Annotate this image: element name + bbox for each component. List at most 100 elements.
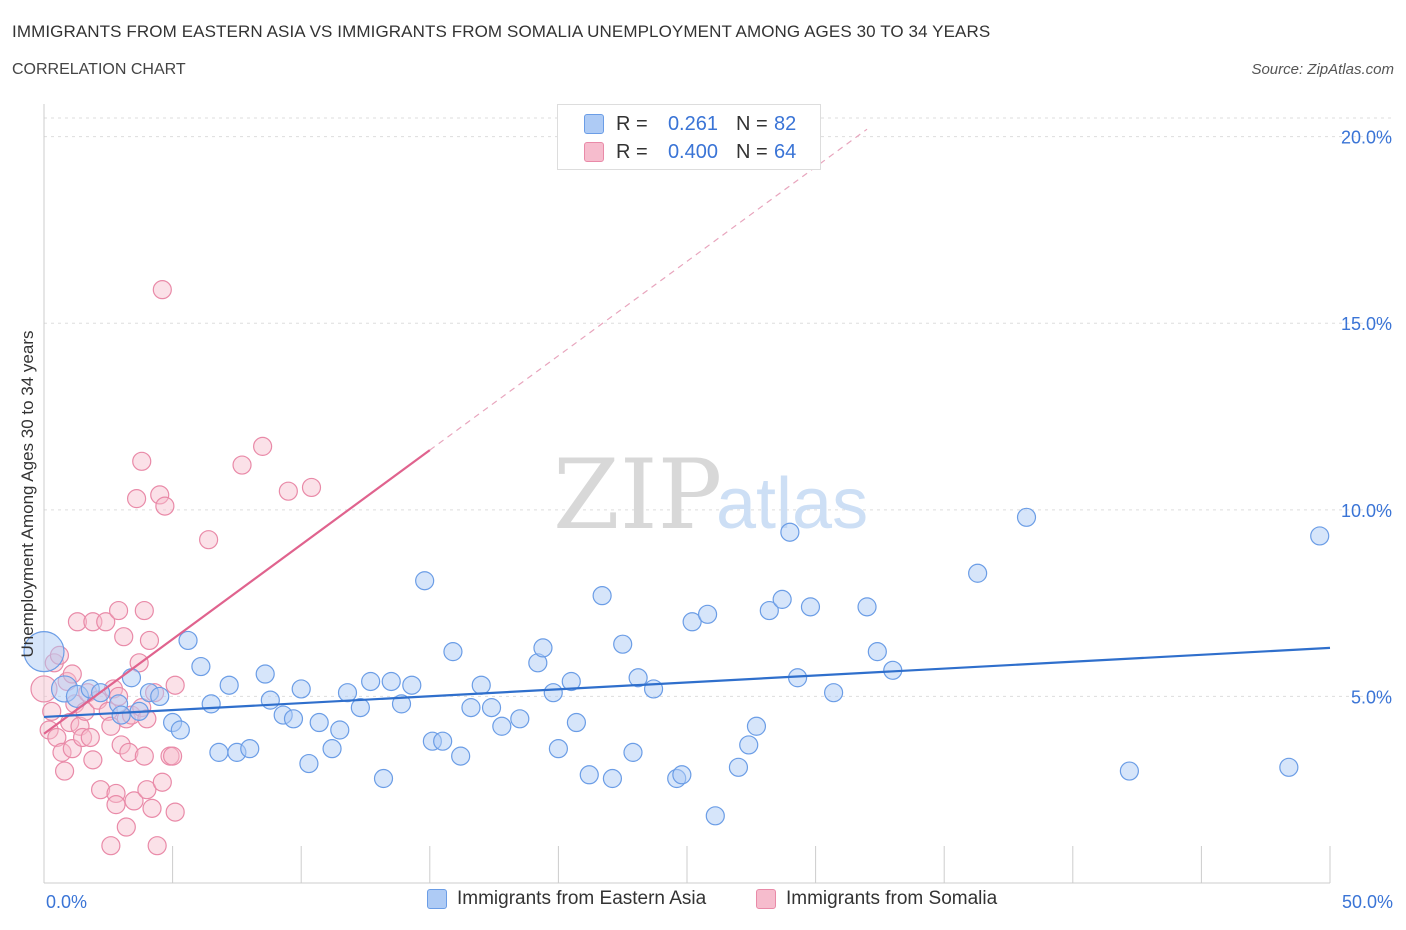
data-point-eastern-asia xyxy=(643,679,664,699)
watermark: ZIP atlas xyxy=(553,439,868,551)
data-point-eastern-asia xyxy=(1016,507,1037,527)
data-point-eastern-asia xyxy=(561,671,581,692)
data-point-eastern-asia xyxy=(170,720,190,740)
data-point-somalia xyxy=(111,735,131,755)
data-point-eastern-asia xyxy=(492,716,512,736)
y-axis-label: Unemployment Among Ages 30 to 34 years xyxy=(18,331,37,658)
tick-labels: 5.0% 10.0% 15.0% 20.0% 0.0% 50.0% xyxy=(46,128,1393,912)
data-point-eastern-asia xyxy=(178,630,198,651)
data-point-somalia xyxy=(278,481,298,501)
data-point-somalia xyxy=(47,727,67,748)
data-point-somalia xyxy=(165,802,185,822)
data-point-somalia xyxy=(119,742,139,762)
bottom-legend-label: Immigrants from Somalia xyxy=(786,888,998,909)
data-point-eastern-asia xyxy=(415,571,435,591)
legend-r-value: 0.261 xyxy=(667,112,718,135)
data-point-eastern-asia xyxy=(728,757,749,777)
data-point-eastern-asia xyxy=(543,683,563,703)
chart-subtitle: CORRELATION CHART xyxy=(12,61,186,78)
data-point-eastern-asia xyxy=(121,668,142,688)
x-tick-label: 0.0% xyxy=(46,892,87,912)
data-point-somalia xyxy=(163,746,183,766)
x-tick-label: 50.0% xyxy=(1342,892,1393,912)
trend-line-somalia-extension xyxy=(429,128,868,451)
data-point-eastern-asia xyxy=(260,690,280,710)
data-point-eastern-asia xyxy=(481,698,502,718)
data-point-somalia xyxy=(54,761,75,781)
data-point-eastern-asia xyxy=(391,694,412,714)
data-point-eastern-asia xyxy=(23,631,65,673)
data-point-somalia xyxy=(147,836,167,856)
data-point-eastern-asia xyxy=(739,735,759,755)
data-point-eastern-asia xyxy=(548,739,569,759)
bottom-legend-label: Immigrants from Eastern Asia xyxy=(457,888,707,909)
data-point-eastern-asia xyxy=(350,698,370,718)
data-point-eastern-asia xyxy=(566,712,587,733)
legend-swatch-pink xyxy=(584,142,604,162)
bottom-legend-swatch-pink xyxy=(756,889,776,909)
data-point-somalia xyxy=(83,750,103,770)
y-tick-label: 20.0% xyxy=(1341,128,1392,148)
y-tick-label: 10.0% xyxy=(1341,501,1392,521)
data-point-eastern-asia xyxy=(111,705,131,725)
data-point-somalia xyxy=(106,795,126,815)
data-point-eastern-asia xyxy=(857,597,877,617)
data-point-eastern-asia xyxy=(613,634,633,654)
data-point-somalia xyxy=(90,780,111,800)
legend-r-label: R = xyxy=(616,112,648,135)
data-point-somalia xyxy=(139,630,160,651)
data-point-somalia xyxy=(116,817,136,837)
data-point-eastern-asia xyxy=(471,675,491,695)
data-point-somalia xyxy=(108,600,129,621)
bottom-legend-somalia: Immigrants from Somalia xyxy=(756,888,997,910)
data-point-somalia xyxy=(134,600,154,621)
series-eastern-asia xyxy=(23,507,1330,826)
data-point-eastern-asia xyxy=(291,679,311,699)
watermark-zip: ZIP xyxy=(553,439,722,551)
legend-n-value: 64 xyxy=(774,140,797,163)
data-point-eastern-asia xyxy=(1279,757,1299,777)
chart-title: IMMIGRANTS FROM EASTERN ASIA VS IMMIGRAN… xyxy=(12,22,991,41)
data-point-somalia xyxy=(165,675,185,695)
data-point-eastern-asia xyxy=(381,671,401,692)
y-tick-label: 5.0% xyxy=(1351,687,1392,707)
data-point-eastern-asia xyxy=(697,604,718,624)
data-point-eastern-asia xyxy=(402,675,422,695)
trend-lines xyxy=(43,128,1331,735)
data-point-somalia xyxy=(150,485,170,505)
gridlines xyxy=(44,117,1392,697)
data-point-somalia xyxy=(253,436,273,456)
data-point-eastern-asia xyxy=(150,686,170,707)
legend-row-somalia: R = 0.400 N = 64 xyxy=(584,140,796,164)
data-point-somalia xyxy=(96,612,116,632)
data-point-eastern-asia xyxy=(283,709,304,729)
bottom-legend-swatch-blue xyxy=(427,889,447,909)
data-point-eastern-asia xyxy=(579,765,599,785)
data-point-eastern-asia xyxy=(1119,761,1139,781)
data-point-somalia xyxy=(132,451,152,471)
data-point-eastern-asia xyxy=(255,664,275,684)
data-point-eastern-asia xyxy=(772,589,792,609)
legend-r-value: 0.400 xyxy=(667,140,718,163)
data-point-eastern-asia xyxy=(299,753,319,774)
trend-line-eastern-asia xyxy=(43,646,1331,719)
data-point-eastern-asia xyxy=(628,668,648,688)
data-point-eastern-asia xyxy=(533,638,553,658)
data-point-eastern-asia xyxy=(592,586,612,606)
data-point-somalia xyxy=(155,496,175,516)
data-point-eastern-asia xyxy=(373,768,394,789)
data-point-somalia xyxy=(152,772,172,792)
data-point-eastern-asia xyxy=(824,683,844,703)
data-point-eastern-asia xyxy=(800,597,821,617)
data-point-eastern-asia xyxy=(602,768,623,789)
data-point-eastern-asia xyxy=(672,765,692,785)
data-point-somalia xyxy=(232,455,252,475)
data-point-eastern-asia xyxy=(682,612,702,632)
trend-line-somalia xyxy=(43,449,431,735)
data-point-eastern-asia xyxy=(759,600,779,621)
data-point-eastern-asia xyxy=(510,709,530,729)
data-point-eastern-asia xyxy=(461,698,481,718)
data-point-somalia xyxy=(52,742,72,762)
data-point-somalia xyxy=(199,530,219,550)
